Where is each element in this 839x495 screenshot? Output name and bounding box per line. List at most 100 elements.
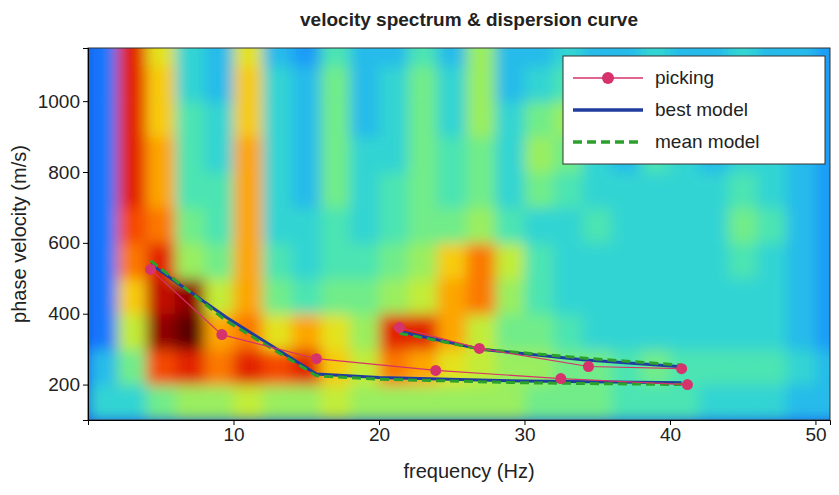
tick: 20 — [369, 420, 390, 445]
heatmap-cell — [495, 207, 525, 243]
heatmap-cell — [641, 207, 671, 243]
series-marker — [682, 379, 693, 390]
heatmap-cell — [495, 137, 525, 173]
heatmap-cell — [554, 243, 584, 279]
plot-frame — [88, 48, 830, 420]
series-marker — [145, 264, 156, 275]
heatmap-cell — [786, 349, 816, 385]
heatmap-cell — [175, 349, 205, 385]
heatmap-cell — [554, 385, 584, 420]
heatmap-cell — [583, 243, 613, 279]
heatmap-cell — [321, 66, 351, 102]
heatmap-cell — [321, 101, 351, 137]
tick: 400 — [48, 303, 88, 324]
legend-label: mean model — [655, 131, 760, 152]
plot-area — [145, 261, 693, 391]
heatmap-cell — [146, 137, 176, 173]
heatmap-cell — [815, 385, 830, 420]
heatmap-cell — [495, 278, 525, 314]
heatmap-cell — [495, 243, 525, 279]
heatmap-cell — [524, 314, 554, 350]
heatmap-cell — [233, 207, 263, 243]
heatmap-cell — [466, 66, 496, 102]
heatmap-cell — [292, 48, 322, 66]
heatmap-cell — [175, 385, 205, 420]
tick-label: 20 — [369, 424, 390, 445]
series-line — [151, 269, 688, 384]
heatmap-cell — [321, 314, 351, 350]
tick-mark — [83, 314, 88, 315]
series-line — [151, 261, 682, 385]
axis-line — [83, 49, 89, 421]
heatmap-cell — [146, 349, 176, 385]
heatmap-cell — [204, 385, 234, 420]
heatmap-cell — [670, 207, 700, 243]
heatmap-cell — [408, 172, 438, 208]
heatmap-cell — [233, 385, 263, 420]
heatmap-cell — [641, 314, 671, 350]
heatmap-cell — [757, 207, 787, 243]
legend-swatch — [573, 108, 643, 112]
heatmap-cell — [350, 101, 380, 137]
heatmap-cell — [204, 137, 234, 173]
heatmap-cell — [292, 172, 322, 208]
heatmap-cell — [437, 385, 467, 420]
heatmap-cell — [612, 385, 642, 420]
tick: 10 — [223, 420, 244, 445]
heatmap-cell — [117, 48, 147, 66]
series-marker — [394, 322, 405, 333]
heatmap-cell — [175, 243, 205, 279]
heatmap-cell — [437, 137, 467, 173]
tick-label: 400 — [48, 303, 80, 324]
heatmap-cell — [146, 172, 176, 208]
heatmap-cell — [728, 349, 758, 385]
tick: 800 — [48, 162, 88, 183]
heatmap-cell — [117, 314, 147, 350]
heatmap-cell — [379, 137, 409, 173]
heatmap-cell — [233, 101, 263, 137]
heatmap-cell — [117, 66, 147, 102]
heatmap-cell — [146, 385, 176, 420]
heatmap-cell — [466, 207, 496, 243]
heatmap-cell — [321, 243, 351, 279]
heatmap-cell — [524, 278, 554, 314]
heatmap-cell — [88, 172, 118, 208]
heatmap-cell — [786, 314, 816, 350]
heatmap-cell — [321, 207, 351, 243]
heatmap-cell — [699, 314, 729, 350]
heatmap-cell — [815, 349, 830, 385]
series-marker — [474, 343, 485, 354]
heatmap-cell — [146, 207, 176, 243]
heatmap-cell — [88, 385, 118, 420]
heatmap-cell — [495, 314, 525, 350]
heatmap-cell — [670, 314, 700, 350]
heatmap-cell — [670, 385, 700, 420]
heatmap-cell — [175, 137, 205, 173]
heatmap-cell — [233, 48, 263, 66]
heatmap-cell — [815, 243, 830, 279]
heatmap-cell — [292, 278, 322, 314]
tick-label: 1000 — [38, 91, 80, 112]
heatmap-cell — [437, 243, 467, 279]
tick-label: 600 — [48, 232, 80, 253]
tick-mark — [83, 243, 88, 244]
heatmap-cell — [292, 314, 322, 350]
heatmap-cell — [263, 278, 293, 314]
heatmap-cell — [757, 172, 787, 208]
heatmap-cell — [175, 101, 205, 137]
x-axis: 1020304050 — [89, 420, 831, 445]
heatmap-cell — [524, 48, 554, 66]
heatmap-cell — [175, 207, 205, 243]
heatmap-cell — [292, 101, 322, 137]
heatmap-cell — [146, 278, 176, 314]
tick: 600 — [48, 232, 88, 253]
heatmap-cell — [292, 137, 322, 173]
tick-mark — [83, 172, 88, 173]
heatmap-cell — [379, 385, 409, 420]
heatmap-cell — [233, 349, 263, 385]
heatmap-cell — [379, 207, 409, 243]
heatmap-cell — [786, 207, 816, 243]
tick: 50 — [805, 420, 826, 445]
heatmap-cell — [524, 137, 554, 173]
heatmap-cell — [379, 172, 409, 208]
